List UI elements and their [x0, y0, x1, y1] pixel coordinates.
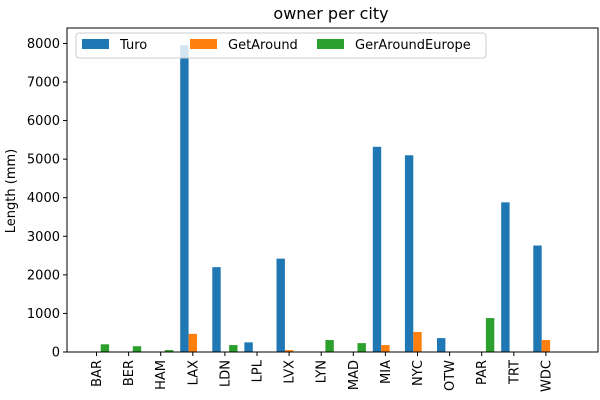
x-tick-label-bar: BAR	[90, 360, 105, 387]
x-tick-label-nyc: NYC	[411, 360, 426, 386]
plot-frame	[66, 27, 599, 353]
bar-turo-nyc	[404, 155, 414, 352]
x-tick-label-lpl: LPL	[251, 359, 266, 382]
y-axis: 0 1000 2000 3000 4000 5000 6000 7000 8000	[27, 37, 67, 361]
bar-turo-wdc	[533, 245, 542, 352]
y-tick-label: 1000	[27, 307, 60, 322]
bar-turo-lpl	[244, 342, 253, 352]
legend-swatch-getaround	[190, 39, 217, 49]
bar-getaround-wdc	[541, 340, 551, 352]
legend-swatch-turo	[82, 39, 109, 49]
bar-getaround-nyc	[413, 331, 422, 352]
bars-group	[100, 45, 551, 353]
bar-geraroundeurope-ldn	[229, 345, 238, 352]
x-tick-label-lyn: LYN	[315, 360, 330, 383]
x-tick-label-wdc: WDC	[539, 360, 554, 392]
bar-getaround-mia	[381, 345, 390, 352]
y-tick-label: 4000	[27, 191, 60, 206]
y-tick-label: 2000	[27, 268, 60, 283]
bar-geraroundeurope-bar	[100, 344, 110, 352]
x-tick-label-mia: MIA	[379, 360, 394, 384]
bar-getaround-lvx	[284, 350, 294, 352]
bar-geraroundeurope-mad	[357, 343, 366, 352]
bar-geraroundeurope-par	[485, 318, 495, 352]
x-tick-label-par: PAR	[475, 360, 490, 385]
bar-getaround-lax	[188, 333, 197, 352]
legend-label-geraroundeurope: GerAroundEurope	[355, 38, 471, 53]
bar-turo-lax	[180, 45, 189, 353]
chart-title: owner per city	[273, 4, 388, 23]
x-tick-label-otw: OTW	[443, 360, 458, 391]
bar-turo-mia	[372, 146, 382, 352]
x-tick-label-ber: BER	[122, 360, 137, 386]
y-axis-title: Length (mm)	[4, 149, 19, 233]
bar-geraroundeurope-lyn	[325, 340, 334, 352]
y-tick-label: 5000	[27, 153, 60, 168]
bar-geraroundeurope-ber	[132, 346, 142, 352]
legend-label-turo: Turo	[119, 38, 147, 53]
bar-turo-lvx	[276, 258, 285, 352]
y-tick-label: 6000	[27, 114, 60, 129]
bar-turo-otw	[437, 338, 446, 352]
bar-turo-ldn	[212, 267, 221, 352]
y-tick-label: 0	[52, 346, 60, 361]
y-tick-label: 8000	[27, 37, 60, 52]
legend-label-getaround: GetAround	[228, 38, 298, 53]
x-tick-label-lax: LAX	[186, 360, 201, 385]
bar-turo-trt	[501, 202, 510, 352]
x-tick-label-ldn: LDN	[218, 360, 233, 387]
x-tick-label-trt: TRT	[507, 360, 522, 385]
bar-geraroundeurope-ham	[164, 350, 174, 352]
x-tick-label-mad: MAD	[347, 360, 362, 390]
y-tick-label: 3000	[27, 230, 60, 245]
y-tick-label: 7000	[27, 76, 60, 91]
legend-swatch-geraroundeurope	[317, 39, 344, 49]
x-tick-label-lvx: LVX	[283, 360, 298, 384]
x-axis: BAR BER HAM LAX LDN LPL LVX LYN MAD MIA NYC OTW PAR T…	[90, 352, 554, 392]
x-tick-label-ham: HAM	[154, 360, 169, 390]
legend-box	[75, 32, 487, 59]
legend: Turo GetAround GerAroundEurope	[75, 32, 487, 59]
